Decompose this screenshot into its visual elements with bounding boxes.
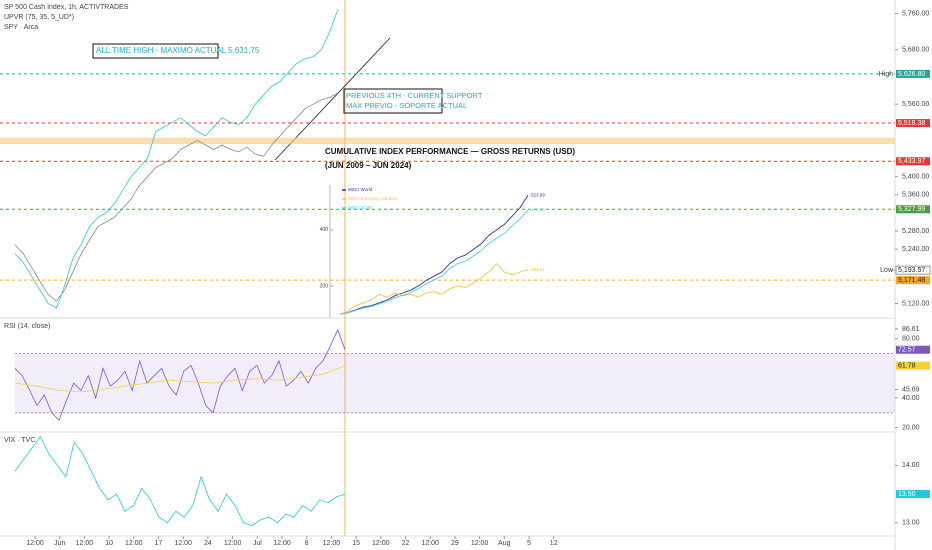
y-tick-label: 5,120.00 <box>902 300 929 307</box>
y-tick-label: 5,240.00 <box>902 246 929 253</box>
x-tick-label: 12:00 <box>224 540 242 547</box>
level-label: 61.78 <box>898 363 916 370</box>
x-tick-label: 12:00 <box>372 540 390 547</box>
level-label: 5,433.97 <box>898 158 925 165</box>
level-label: 13.50 <box>898 491 916 498</box>
y-tick-label: 45.69 <box>902 386 920 393</box>
series-line <box>14 8 339 309</box>
header-title: SP 500 Cash Index, 1h, ACTIVTRADES <box>4 4 129 11</box>
y-tick-label: 200 <box>320 283 329 289</box>
x-tick-label: 12:00 <box>421 540 439 547</box>
series-line <box>339 262 529 315</box>
level-label: 72.57 <box>898 347 916 354</box>
y-tick-label: 5,560.00 <box>902 101 929 108</box>
series-line <box>14 92 339 302</box>
x-tick-label: 12:00 <box>125 540 143 547</box>
level-tag: High <box>879 71 894 78</box>
level-label: 5,518.38 <box>898 120 925 127</box>
x-tick-label: 17 <box>155 540 163 547</box>
x-tick-label: 10 <box>105 540 113 547</box>
level-label: 5,171.48 <box>898 277 925 284</box>
level-label-box <box>896 345 930 354</box>
level-label-box <box>896 119 930 128</box>
inset-title: CUMULATIVE INDEX PERFORMANCE — GROSS RET… <box>325 147 575 156</box>
series-line <box>339 195 529 315</box>
x-tick-label: 5 <box>527 540 531 547</box>
series-line <box>339 209 529 315</box>
x-tick-label: 12:00 <box>174 540 192 547</box>
legend-label: MSCI Emerging Markets <box>348 196 398 201</box>
header-indicator: UPVR (75, 35, 5_UD*) <box>4 14 74 21</box>
inset-subtitle: (JUN 2009 – JUN 2024) <box>325 161 412 170</box>
level-label-box <box>895 265 931 275</box>
end-label: 470.03 <box>531 207 545 212</box>
x-tick-label: 12:00 <box>26 540 44 547</box>
x-tick-label: 8 <box>305 540 309 547</box>
header-overlay: SPY · Arca <box>4 24 38 31</box>
annotation-box <box>92 43 219 59</box>
level-tag: Low <box>880 267 894 274</box>
y-tick-label: 40.00 <box>902 395 920 402</box>
y-tick-label: 86.61 <box>902 326 920 333</box>
series-line <box>14 365 346 393</box>
x-tick-label: 12:00 <box>273 540 291 547</box>
x-tick-label: 12 <box>550 540 558 547</box>
x-tick-label: 24 <box>204 540 212 547</box>
y-tick-label: 5,360.00 <box>902 192 929 199</box>
x-tick-label: Aug <box>498 540 511 547</box>
level-label-box <box>896 361 930 370</box>
legend-label: MSCI ACWI <box>348 205 372 210</box>
x-tick-label: Jun <box>54 540 65 547</box>
annotation: ALL TIME HIGH - MAXIMO ACTUAL 5.631,75 <box>96 46 260 55</box>
zone <box>0 137 895 145</box>
y-tick-label: 13.00 <box>902 520 920 527</box>
level-label-box <box>896 490 930 499</box>
y-tick-label: 80.00 <box>902 336 920 343</box>
x-tick-label: 15 <box>352 540 360 547</box>
y-tick-label: 14.00 <box>902 462 920 469</box>
y-tick-label: 20.00 <box>902 424 920 431</box>
level-label: 5,327.99 <box>898 206 925 213</box>
x-tick-label: 22 <box>402 540 410 547</box>
annotation: MAX PREVIO - SOPORTE ACTUAL <box>346 101 467 110</box>
rsi-title: RSI (14, close) <box>4 323 50 330</box>
level-label-box <box>896 205 930 214</box>
level-label-box <box>896 276 930 285</box>
y-tick-label: 400 <box>320 227 329 233</box>
y-tick-label: 5,400.00 <box>902 174 929 181</box>
level-label: 5,193.57 <box>898 267 925 274</box>
series-line <box>14 328 346 421</box>
x-tick-label: Jul <box>253 540 262 547</box>
x-tick-label: 12:00 <box>76 540 94 547</box>
y-tick-label: 5,680.00 <box>902 47 929 54</box>
series-line <box>14 435 346 527</box>
end-label: 258.21 <box>531 267 545 272</box>
annotation-box <box>343 88 443 114</box>
end-label: 523.09 <box>531 193 545 198</box>
y-tick-label: 5,280.00 <box>902 228 929 235</box>
level-label-box <box>896 69 930 78</box>
vix-title: VIX · TVC <box>4 437 35 444</box>
x-tick-label: 29 <box>451 540 459 547</box>
legend-label: MSCI World <box>348 187 373 192</box>
level-label-box <box>896 157 930 166</box>
rsi-band <box>15 353 895 413</box>
annotation: PREVIOUS 4TH - CURRENT SUPPORT <box>346 91 483 100</box>
x-tick-label: 12:00 <box>323 540 341 547</box>
level-label: 5,626.80 <box>898 71 925 78</box>
x-tick-label: 12:00 <box>471 540 489 547</box>
y-tick-label: 5,760.00 <box>902 10 929 17</box>
